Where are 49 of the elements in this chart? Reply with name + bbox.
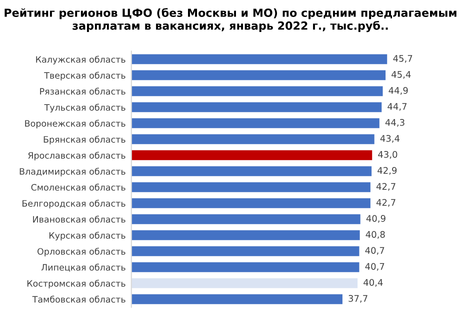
data-label: 42,7	[376, 182, 396, 191]
bar	[131, 134, 374, 144]
bar	[131, 294, 342, 304]
bar	[131, 278, 358, 288]
data-label: 43,4	[380, 134, 400, 143]
bar	[131, 150, 372, 160]
data-label: 40,7	[365, 246, 384, 255]
data-label: 37,7	[348, 294, 368, 303]
bar	[131, 262, 360, 272]
bar	[131, 54, 388, 64]
y-tick-label: Орловская область	[38, 248, 126, 256]
y-tick-label: Белгородская область	[22, 200, 126, 208]
bar	[131, 230, 360, 240]
bar	[131, 182, 370, 192]
data-label: 40,9	[366, 214, 386, 223]
y-tick-label: Тамбовская область	[32, 296, 126, 303]
data-label: 42,7	[376, 198, 396, 207]
y-tick-label: Рязанская область	[40, 88, 126, 95]
data-label: 45,4	[392, 71, 411, 79]
y-tick-label: Костромская область	[27, 280, 126, 288]
y-tick-label: Калужская область	[36, 56, 126, 64]
y-tick-label: Тульская область	[44, 104, 126, 112]
y-tick-label: Ярославская область	[28, 152, 126, 160]
bar	[131, 166, 372, 176]
data-label: 40,8	[366, 230, 385, 239]
y-tick-label: Тверская область	[44, 72, 126, 80]
bar	[131, 86, 383, 96]
y-tick-label: Ивановская область	[33, 216, 126, 223]
y-tick-label: Брянская область	[44, 136, 126, 144]
y-tick-label: Курская область	[49, 232, 126, 240]
data-label: 44,3	[385, 118, 404, 127]
bar	[131, 246, 360, 256]
data-label: 45,7	[393, 55, 412, 63]
bar	[131, 198, 370, 208]
data-label: 40,7	[365, 262, 384, 271]
data-label: 44,7	[388, 103, 407, 111]
y-tick-label: Владимирская область	[20, 168, 126, 176]
bar	[131, 118, 380, 128]
data-label: 43,0	[378, 150, 398, 159]
bar	[131, 70, 386, 80]
bar	[131, 214, 360, 224]
data-label: 42,9	[378, 166, 397, 175]
y-tick-label: Воронежская область	[25, 120, 126, 128]
y-tick-label: Липецкая область	[41, 264, 126, 272]
data-label: 40,4	[364, 278, 383, 287]
y-tick-label: Смоленская область	[31, 184, 126, 191]
data-label: 44,9	[388, 86, 408, 95]
bar	[131, 102, 382, 112]
chart-title: Рейтинг регионов ЦФО (без Москвы и МО) по средним предлагаемым зарплатам в вакансиях, январь 2022 г., тыс.руб..	[4, 8, 456, 32]
